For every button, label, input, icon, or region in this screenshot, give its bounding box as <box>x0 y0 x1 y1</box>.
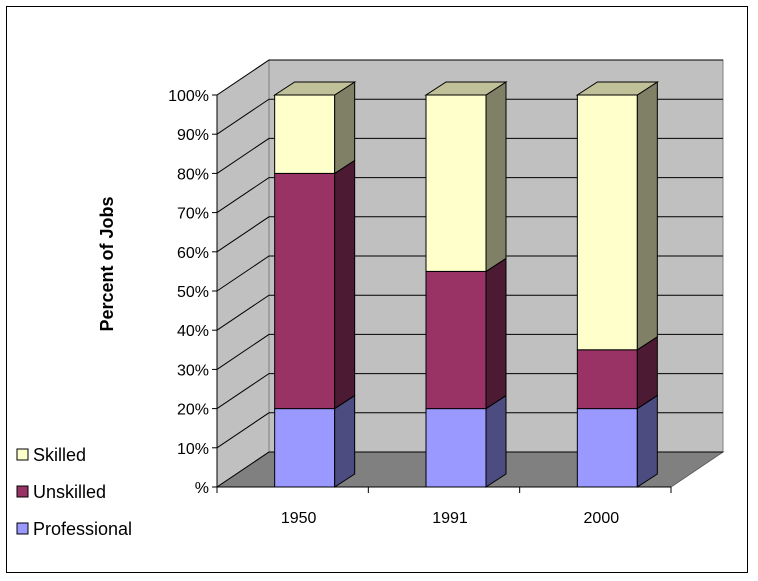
bar-professional-1991 <box>425 394 507 488</box>
bar-skilled-2000 <box>575 81 660 351</box>
legend-label: Professional <box>33 519 132 539</box>
y-tick-label: 40% <box>177 323 209 340</box>
gridlines <box>216 59 723 488</box>
legend: Skilled Unskilled Professional <box>16 445 132 539</box>
bar-unskilled-1950 <box>274 159 356 410</box>
bar-skilled-1950 <box>272 81 357 175</box>
bar-front <box>576 408 638 488</box>
y-tick-label: 10% <box>177 441 209 458</box>
y-tick-label: 30% <box>177 362 209 379</box>
stacked-bar-chart-3d: % 10% 20% 30% 40% 50% 60% 70% 80% 90% 100% 1950 199… <box>16 59 725 539</box>
chart-frame: % 10% 20% 30% 40% 50% 60% 70% 80% 90% 100% 1950 199… <box>6 6 748 573</box>
legend-item-professional: Professional <box>16 519 132 539</box>
y-tick-label: 80% <box>177 166 209 183</box>
gridline <box>216 216 723 253</box>
y-tick-label: % <box>195 480 209 497</box>
bar-front <box>425 94 487 272</box>
bar-side <box>636 394 658 488</box>
x-tick-label-2000: 2000 <box>584 510 620 527</box>
legend-label: Unskilled <box>33 482 106 502</box>
gridline <box>216 451 723 488</box>
x-axis-ticks: 1950 1991 2000 <box>216 486 672 527</box>
bar-front <box>425 408 487 488</box>
bar-side <box>334 159 356 410</box>
legend-item-unskilled: Unskilled <box>16 482 106 502</box>
gridline <box>216 255 723 292</box>
bar-skilled-1991 <box>424 81 508 273</box>
legend-swatch <box>16 485 29 498</box>
bar-top <box>272 81 357 96</box>
gridline <box>216 333 723 370</box>
gridline <box>216 137 723 174</box>
legend-swatch <box>16 448 29 461</box>
x-tick-label-1991: 1991 <box>432 510 468 527</box>
bar-side <box>485 394 507 488</box>
bar-top <box>575 81 660 96</box>
y-tick-label: 90% <box>177 127 209 144</box>
legend-swatch <box>16 522 29 535</box>
bar-side <box>334 394 356 488</box>
bar-professional-2000 <box>576 394 658 488</box>
x-tick-label-1950: 1950 <box>281 510 317 527</box>
bar-front <box>274 94 336 174</box>
bar-front <box>274 172 336 410</box>
legend-label: Skilled <box>33 445 86 465</box>
bars <box>272 81 660 488</box>
bar-front <box>274 408 336 488</box>
bar-unskilled-2000 <box>576 335 658 410</box>
bar-front <box>425 270 487 410</box>
bar-unskilled-1991 <box>425 257 507 410</box>
y-tick-label: 100% <box>168 88 209 105</box>
gridline <box>216 59 723 96</box>
gridline <box>216 373 723 410</box>
bar-side <box>485 257 507 410</box>
y-tick-label: 70% <box>177 206 209 223</box>
bar-side <box>636 81 658 351</box>
legend-item-skilled: Skilled <box>16 445 86 465</box>
y-tick-label: 50% <box>177 284 209 301</box>
bar-side <box>485 81 507 273</box>
gridline <box>216 412 723 449</box>
gridline <box>216 177 723 214</box>
bar-side <box>334 81 356 175</box>
y-tick-label: 20% <box>177 402 209 419</box>
bar-front <box>576 349 638 410</box>
bar-professional-1950 <box>274 394 356 488</box>
y-axis-ticks: % 10% 20% 30% 40% 50% 60% 70% 80% 90% 100% <box>168 88 218 497</box>
gridline <box>216 294 723 331</box>
bar-front <box>576 94 638 351</box>
y-tick-label: 60% <box>177 245 209 262</box>
bar-top <box>424 81 508 96</box>
gridline <box>216 98 723 135</box>
y-axis-label: Percent of Jobs <box>97 196 117 331</box>
